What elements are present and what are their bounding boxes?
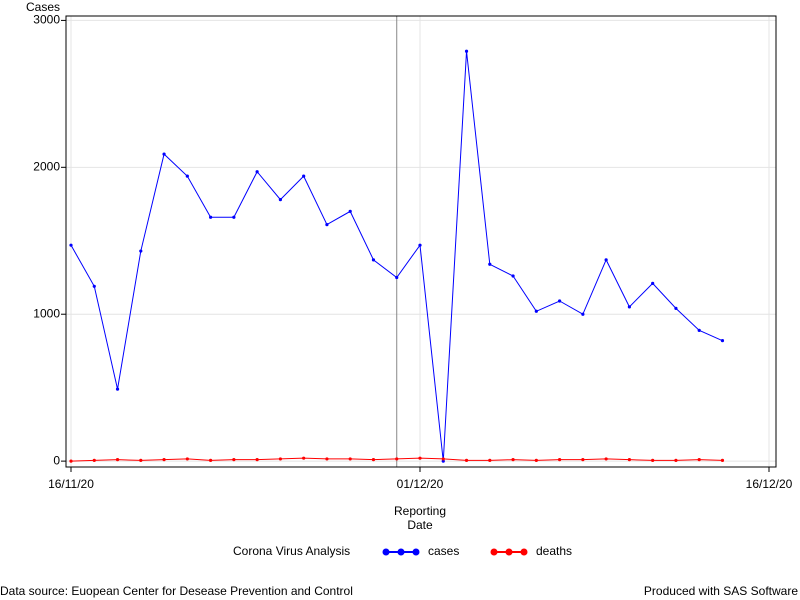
y-tick-label: 0 — [53, 453, 60, 467]
legend-marker — [412, 548, 420, 556]
data-point — [604, 258, 608, 262]
data-point — [69, 459, 73, 463]
data-point — [651, 458, 655, 462]
data-point — [441, 457, 445, 461]
y-axis-label: Cases — [26, 0, 60, 14]
data-point — [92, 458, 96, 462]
legend-marker — [397, 548, 405, 556]
data-point — [441, 459, 445, 463]
data-point — [558, 299, 562, 303]
data-point — [418, 456, 422, 460]
footnote: Produced with SAS Software — [644, 584, 798, 598]
data-point — [511, 274, 515, 278]
data-point — [697, 458, 701, 462]
data-point — [627, 305, 632, 309]
y-tick-label: 1000 — [33, 306, 60, 320]
data-point — [720, 339, 725, 343]
data-point — [325, 457, 329, 461]
data-point — [69, 243, 73, 247]
data-point — [581, 458, 585, 462]
data-point — [139, 458, 143, 462]
data-point — [348, 209, 352, 213]
x-tick-label: 16/12/20 — [746, 477, 793, 491]
legend-marker — [520, 548, 528, 556]
data-point — [674, 306, 678, 310]
data-point — [232, 458, 236, 462]
data-point — [255, 458, 259, 462]
data-point — [511, 458, 515, 462]
data-point — [348, 457, 352, 461]
legend-marker — [382, 548, 390, 556]
data-point — [115, 387, 120, 391]
data-point — [418, 243, 422, 247]
data-point — [325, 223, 329, 227]
x-axis-label: Reporting — [394, 504, 446, 518]
legend-title: Corona Virus Analysis — [233, 544, 350, 558]
data-point — [255, 170, 259, 174]
data-point — [395, 457, 399, 461]
data-point — [488, 262, 492, 266]
plot-frame — [65, 15, 777, 468]
data-point — [720, 458, 725, 462]
data-point — [604, 457, 608, 461]
data-point — [371, 458, 376, 462]
data-point — [464, 458, 469, 462]
data-point — [115, 458, 120, 462]
data-point — [209, 215, 213, 219]
data-point — [488, 458, 492, 462]
data-point — [534, 309, 538, 313]
data-point — [162, 458, 166, 462]
y-tick-label: 3000 — [33, 13, 60, 27]
data-point — [651, 281, 655, 285]
data-point — [581, 312, 585, 316]
legend-marker — [505, 548, 513, 556]
y-tick-label: 2000 — [33, 159, 60, 173]
data-point — [139, 249, 143, 253]
data-point — [674, 458, 678, 462]
data-point — [209, 458, 213, 462]
data-point — [302, 456, 306, 460]
data-point — [464, 49, 469, 53]
x-tick-label: 16/11/20 — [48, 477, 94, 491]
legend-marker — [490, 548, 498, 556]
data-point — [278, 457, 282, 461]
data-point — [371, 258, 376, 262]
data-point — [627, 458, 632, 462]
data-point — [278, 198, 282, 202]
legend-label: cases — [428, 544, 459, 558]
data-point — [558, 458, 562, 462]
legend-label: deaths — [536, 544, 572, 558]
footnote: Data source: Euopean Center for Desease … — [0, 584, 353, 598]
x-axis-label: Date — [407, 518, 433, 532]
data-point — [185, 174, 189, 178]
data-point — [92, 284, 96, 288]
x-tick-label: 01/12/20 — [397, 477, 444, 491]
data-point — [302, 174, 306, 178]
data-point — [162, 152, 166, 156]
data-point — [395, 275, 399, 280]
data-point — [697, 328, 701, 332]
data-point — [185, 457, 189, 461]
data-point — [232, 215, 236, 219]
data-point — [534, 458, 538, 462]
